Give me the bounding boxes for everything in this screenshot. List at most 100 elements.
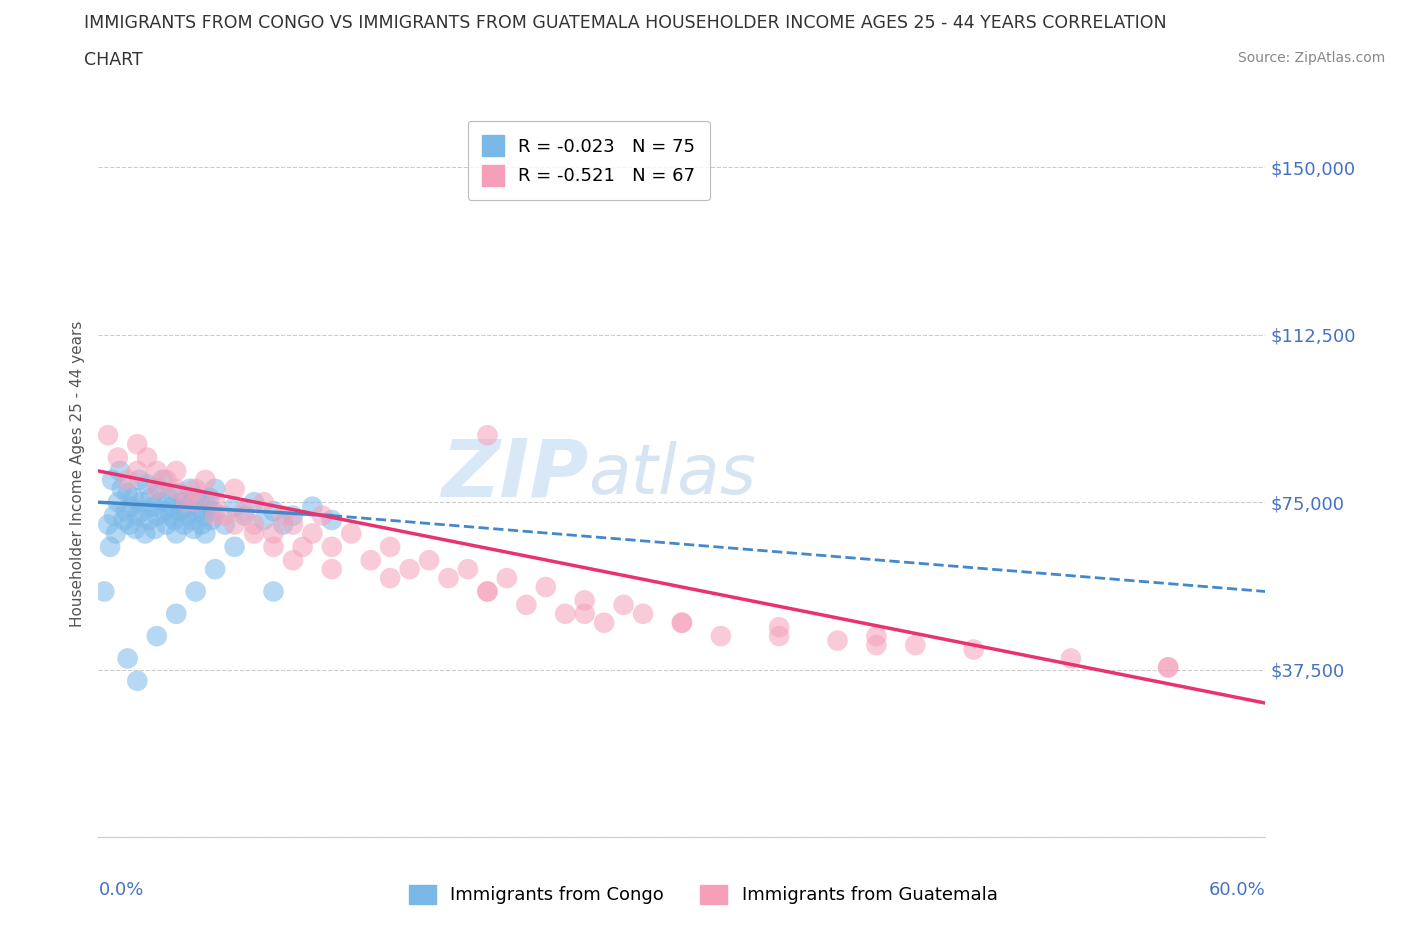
Point [127,673,149,688]
Point [198,490,221,505]
Point [165,482,187,497]
Point [380,571,402,586]
Point [101,472,124,487]
Point [108,463,131,478]
Point [477,584,499,599]
Point [97,428,120,443]
Point [281,508,304,523]
Point [243,526,266,541]
Point [574,593,596,608]
Point [179,482,201,497]
Point [155,472,177,487]
Text: atlas: atlas [589,441,756,508]
Point [129,495,152,510]
Point [146,629,169,644]
Point [165,463,187,478]
Point [224,517,246,532]
Point [136,450,159,465]
Point [103,508,125,523]
Point [122,490,145,505]
Point [98,539,121,554]
Text: 60.0%: 60.0% [1209,881,1265,898]
Point [132,504,155,519]
Point [169,504,191,519]
Text: 0.0%: 0.0% [98,881,143,898]
Point [710,629,733,644]
Point [174,495,197,510]
Point [193,508,215,523]
Point [173,517,195,532]
Point [281,517,304,532]
Point [271,508,294,523]
Point [190,517,212,532]
Point [184,482,207,497]
Point [224,482,246,497]
Point [136,477,159,492]
Point [146,508,169,523]
Point [477,584,499,599]
Point [204,562,226,577]
Point [117,485,139,500]
Point [134,526,156,541]
Point [768,619,790,634]
Point [146,463,169,478]
Point [360,552,382,567]
Point [243,517,266,532]
Point [97,517,120,532]
Text: CHART: CHART [84,51,143,69]
Point [143,522,166,537]
Point [671,616,693,631]
Point [177,499,200,514]
Point [194,526,217,541]
Point [163,512,186,527]
Point [124,522,146,537]
Point [107,495,129,510]
Point [321,539,343,554]
Point [233,504,256,519]
Point [281,552,304,567]
Point [962,642,984,657]
Point [183,522,205,537]
Point [253,512,276,527]
Point [340,526,363,541]
Text: Source: ZipAtlas.com: Source: ZipAtlas.com [1237,51,1385,65]
Point [380,539,402,554]
Point [593,616,616,631]
Point [1060,651,1083,666]
Point [202,504,225,519]
Point [496,571,519,586]
Point [321,562,343,577]
Point [104,526,127,541]
Point [321,512,343,527]
Point [437,571,460,586]
Point [200,512,222,527]
Point [214,517,236,532]
Point [398,562,420,577]
Point [631,606,654,621]
Point [204,508,226,523]
Point [311,508,333,523]
Point [162,499,184,514]
Point [1157,660,1180,675]
Point [146,482,169,497]
Point [865,629,887,644]
Point [174,508,197,523]
Point [243,495,266,510]
Point [127,463,149,478]
Point [904,638,927,653]
Point [214,508,236,523]
Point [827,633,849,648]
Point [155,517,177,532]
Point [139,490,162,505]
Point [271,517,294,532]
Text: IMMIGRANTS FROM CONGO VS IMMIGRANTS FROM GUATEMALA HOUSEHOLDER INCOME AGES 25 - : IMMIGRANTS FROM CONGO VS IMMIGRANTS FROM… [84,14,1167,32]
Point [170,495,193,510]
Point [204,482,226,497]
Y-axis label: Householder Income Ages 25 - 44 years: Householder Income Ages 25 - 44 years [69,321,84,628]
Text: ZIP: ZIP [441,435,589,513]
Point [262,584,284,599]
Point [291,539,314,554]
Point [117,472,139,487]
Point [128,472,150,487]
Point [418,552,440,567]
